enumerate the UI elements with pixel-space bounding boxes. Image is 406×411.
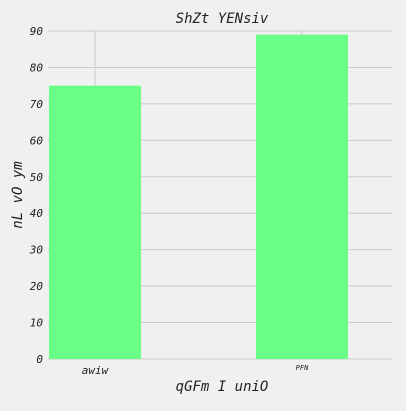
y-tick-label: 30 xyxy=(29,244,44,257)
y-tick-label: 80 xyxy=(30,61,44,74)
x-tick-label: awiw xyxy=(82,364,110,377)
x-axis-label: qGFm I uniO xyxy=(176,379,269,395)
y-tick-label: 40 xyxy=(30,207,44,220)
y-tick-labels: 0 10 20 30 40 50 60 70 80 90 xyxy=(29,25,44,366)
bars xyxy=(49,34,348,360)
y-axis-label: nL vO ym xyxy=(10,161,26,229)
y-tick-label: 90 xyxy=(30,25,44,38)
y-tick-label: 20 xyxy=(30,280,44,293)
x-tick-label: PFN xyxy=(296,364,309,372)
bar-awiw xyxy=(49,85,141,360)
y-tick-label: 0 xyxy=(36,353,43,366)
y-tick-label: 50 xyxy=(30,171,44,184)
bar-pfn xyxy=(256,34,348,360)
chart-title: ShZt YENsiv xyxy=(176,11,269,27)
x-tick-labels: awiw PFN xyxy=(82,364,309,377)
y-tick-label: 70 xyxy=(30,98,44,111)
y-tick-label: 10 xyxy=(30,317,44,330)
y-tick-label: 60 xyxy=(30,134,44,147)
